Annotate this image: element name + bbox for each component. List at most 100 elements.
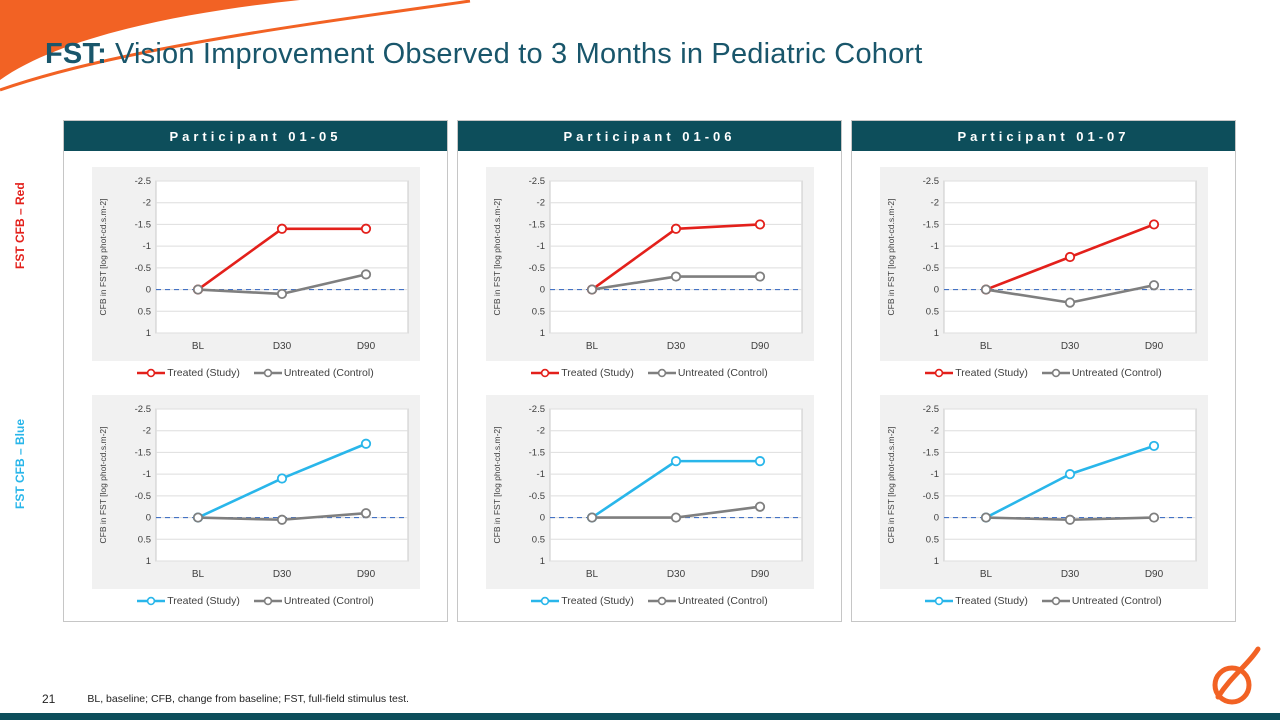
legend-item: Untreated (Control) xyxy=(1041,367,1162,379)
y-tick-label: -1.5 xyxy=(134,447,150,458)
data-point-marker xyxy=(980,284,991,295)
legend-item: Treated (Study) xyxy=(137,367,240,379)
legend-item: Treated (Study) xyxy=(531,367,634,379)
chart-legend: Treated (Study) Untreated (Control) xyxy=(64,367,447,379)
y-axis-title: CFB in FST [log phot-cd.s.m-2] xyxy=(492,199,502,316)
y-tick-label: -1 xyxy=(142,469,150,480)
y-axis-title: CFB in FST [log phot-cd.s.m-2] xyxy=(492,427,502,544)
y-tick-label: -0.5 xyxy=(134,491,150,502)
legend-item: Untreated (Control) xyxy=(253,367,374,379)
legend-marker-icon xyxy=(137,368,166,378)
plot-area xyxy=(155,180,408,334)
data-point-marker xyxy=(670,456,681,467)
y-tick-label: -1 xyxy=(930,469,938,480)
y-tick-label: 0 xyxy=(145,513,150,524)
data-point-marker xyxy=(1148,512,1159,523)
x-tick-label: D90 xyxy=(356,569,375,580)
line-chart-red: -2.5 -2 -1.5 -1 -0.5 0 0.5 1 CFB in FST [log pho… xyxy=(886,176,1196,352)
y-tick-label: -2 xyxy=(142,426,150,437)
y-tick-label: -0.5 xyxy=(528,491,544,502)
x-tick-label: D90 xyxy=(1144,341,1163,352)
y-tick-label: 1 xyxy=(539,556,544,567)
chart-block-red: -2.5 -2 -1.5 -1 -0.5 0 0.5 1 CFB in FST [log pho… xyxy=(852,167,1235,379)
page-number: 21 xyxy=(42,692,56,706)
data-point-marker xyxy=(1064,469,1075,480)
participant-panel-header: Participant 01-05 xyxy=(64,121,447,151)
legend-label: Treated (Study) xyxy=(167,367,240,379)
y-tick-label: -1 xyxy=(142,241,150,252)
legend-item: Untreated (Control) xyxy=(647,367,768,379)
x-tick-label: BL xyxy=(191,569,204,580)
y-tick-label: 0.5 xyxy=(925,534,938,545)
bottom-accent-bar xyxy=(0,713,1280,720)
legend-label: Untreated (Control) xyxy=(677,367,768,379)
y-tick-label: 1 xyxy=(539,328,544,339)
y-tick-label: -2.5 xyxy=(528,404,544,415)
y-tick-label: -1 xyxy=(536,241,544,252)
line-chart-red: -2.5 -2 -1.5 -1 -0.5 0 0.5 1 CFB in FST [log pho… xyxy=(98,176,408,352)
data-point-marker xyxy=(276,473,287,484)
y-tick-label: 0 xyxy=(539,513,544,524)
y-axis-title: CFB in FST [log phot-cd.s.m-2] xyxy=(98,427,108,544)
y-tick-label: 0 xyxy=(145,285,150,296)
y-tick-label: -2 xyxy=(930,426,938,437)
legend-marker-icon xyxy=(253,368,282,378)
legend-label: Untreated (Control) xyxy=(1071,595,1162,607)
line-chart-blue: -2.5 -2 -1.5 -1 -0.5 0 0.5 1 CFB in FST [log pho… xyxy=(98,404,408,580)
participant-panel: Participant 01-06 -2.5 -2 -1.5 -1 -0.5 0 0.5 1 CF… xyxy=(457,120,842,622)
y-axis-title: CFB in FST [log phot-cd.s.m-2] xyxy=(98,199,108,316)
y-tick-label: -2 xyxy=(930,198,938,209)
data-point-marker xyxy=(192,512,203,523)
legend-label: Untreated (Control) xyxy=(283,595,374,607)
participant-panels: Participant 01-05 -2.5 -2 -1.5 -1 -0.5 0 0.5 1 CF… xyxy=(63,120,1236,622)
data-point-marker xyxy=(1148,219,1159,230)
x-tick-label: D30 xyxy=(272,569,291,580)
legend-label: Treated (Study) xyxy=(955,367,1028,379)
legend-marker-icon xyxy=(647,596,676,606)
y-tick-label: 1 xyxy=(933,328,938,339)
data-point-marker xyxy=(360,269,371,280)
legend-marker-icon xyxy=(531,368,560,378)
plot-area xyxy=(943,408,1196,562)
legend-marker-icon xyxy=(925,368,954,378)
legend-label: Treated (Study) xyxy=(167,595,240,607)
line-chart-red: -2.5 -2 -1.5 -1 -0.5 0 0.5 1 CFB in FST [log pho… xyxy=(492,176,802,352)
data-point-marker xyxy=(1064,297,1075,308)
data-point-marker xyxy=(586,284,597,295)
legend-marker-icon xyxy=(531,596,560,606)
chart-card-blue: -2.5 -2 -1.5 -1 -0.5 0 0.5 1 CFB in FST [log pho… xyxy=(91,395,420,589)
legend-marker-icon xyxy=(647,368,676,378)
data-point-marker xyxy=(670,223,681,234)
x-tick-label: D30 xyxy=(272,341,291,352)
data-point-marker xyxy=(754,219,765,230)
row-label-fst-cfb-blue: FST CFB – Blue xyxy=(13,418,27,509)
x-tick-label: D90 xyxy=(750,569,769,580)
data-point-marker xyxy=(670,512,681,523)
y-tick-label: 0.5 xyxy=(531,534,544,545)
legend-marker-icon xyxy=(1041,368,1070,378)
legend-item: Treated (Study) xyxy=(925,595,1028,607)
footer: 21 BL, baseline; CFB, change from baseli… xyxy=(42,692,409,706)
legend-marker-icon xyxy=(925,596,954,606)
data-point-marker xyxy=(192,284,203,295)
plot-area xyxy=(549,180,802,334)
legend-item: Untreated (Control) xyxy=(253,595,374,607)
legend-label: Untreated (Control) xyxy=(677,595,768,607)
y-tick-label: 0 xyxy=(933,285,938,296)
y-tick-label: 0.5 xyxy=(137,306,150,317)
y-tick-label: -0.5 xyxy=(528,263,544,274)
data-point-marker xyxy=(276,223,287,234)
plot-area xyxy=(549,408,802,562)
y-tick-label: 1 xyxy=(145,328,150,339)
data-point-marker xyxy=(360,438,371,449)
chart-block-red: -2.5 -2 -1.5 -1 -0.5 0 0.5 1 CFB in FST [log pho… xyxy=(64,167,447,379)
data-point-marker xyxy=(1064,514,1075,525)
y-tick-label: -2.5 xyxy=(134,404,150,415)
legend-label: Treated (Study) xyxy=(561,367,634,379)
y-tick-label: -2 xyxy=(536,198,544,209)
x-tick-label: D30 xyxy=(1060,341,1079,352)
chart-block-blue: -2.5 -2 -1.5 -1 -0.5 0 0.5 1 CFB in FST [log pho… xyxy=(64,395,447,607)
legend-item: Treated (Study) xyxy=(531,595,634,607)
y-tick-label: -2 xyxy=(142,198,150,209)
participant-panel-header: Participant 01-06 xyxy=(458,121,841,151)
